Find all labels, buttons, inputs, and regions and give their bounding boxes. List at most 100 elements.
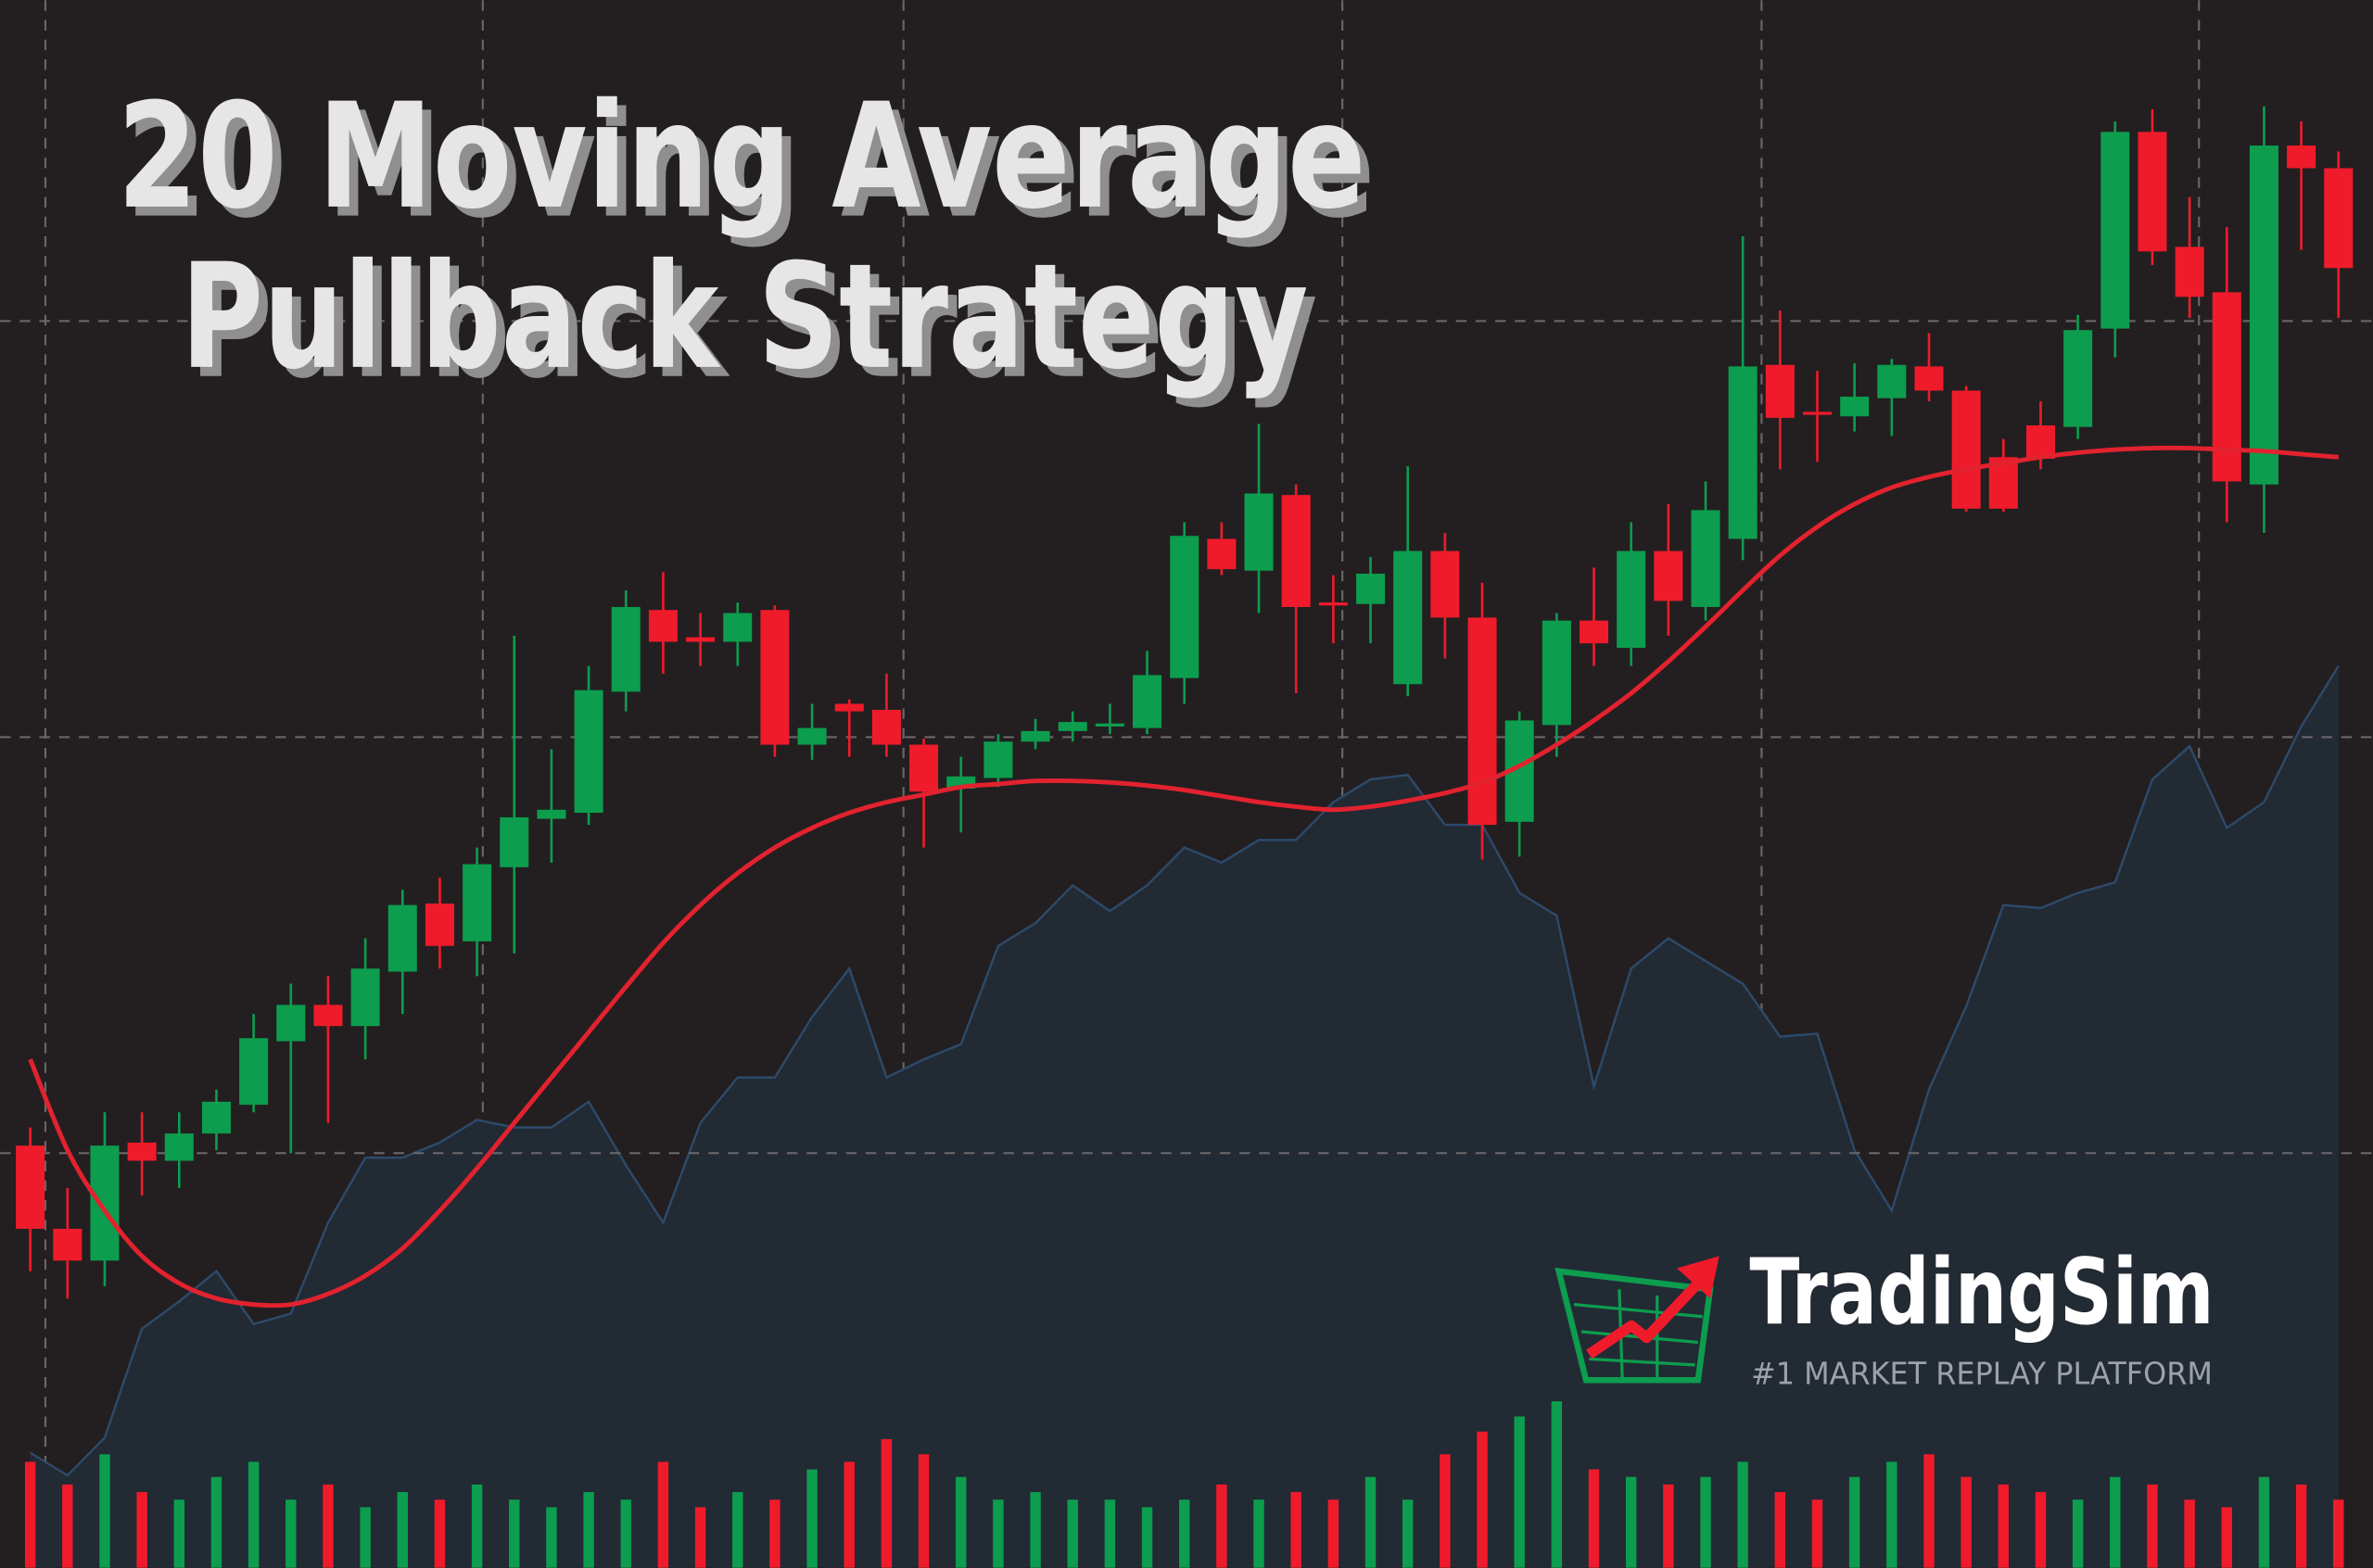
title-block: 20 Moving Average 20 Moving Average Pull… <box>118 72 1376 411</box>
volume-bar <box>1104 1499 1116 1568</box>
candle-body <box>1728 366 1758 539</box>
volume-bar <box>397 1492 408 1568</box>
candle-body <box>90 1145 120 1261</box>
candle-body <box>686 637 716 642</box>
volume-bar <box>1514 1416 1525 1568</box>
candle-body <box>1579 620 1609 644</box>
candle-body <box>164 1133 194 1161</box>
candle-body <box>1318 602 1348 606</box>
candle-body <box>1617 550 1646 649</box>
candle-body <box>1951 390 1981 509</box>
volume-bar <box>136 1492 147 1568</box>
candle-body <box>797 727 827 745</box>
volume-bar <box>1700 1476 1711 1568</box>
volume-bar <box>360 1507 371 1568</box>
candle-body <box>1244 493 1274 571</box>
volume-bar <box>471 1484 483 1568</box>
volume-bar <box>99 1454 110 1568</box>
volume-bar <box>1253 1499 1264 1568</box>
volume-bar <box>769 1499 780 1568</box>
volume-bar <box>1327 1499 1339 1568</box>
candle-body <box>1691 510 1720 607</box>
volume-bar <box>1886 1461 1897 1568</box>
candle-body <box>871 710 901 745</box>
volume-bar <box>1179 1499 1190 1568</box>
candle-body <box>983 741 1013 778</box>
volume-bar <box>844 1461 855 1568</box>
area-fill <box>30 665 2339 1568</box>
volume-bar <box>1440 1454 1451 1568</box>
candle-body <box>2063 330 2093 427</box>
candle-body <box>1840 397 1870 417</box>
volume-bar <box>1067 1499 1078 1568</box>
candle-body <box>537 809 566 819</box>
volume-bar <box>732 1492 743 1568</box>
candle-body <box>276 1005 306 1042</box>
volume-bar <box>1364 1476 1377 1568</box>
candle-body <box>1393 550 1423 685</box>
candle-body <box>239 1038 269 1106</box>
candle-body <box>463 864 492 942</box>
volume-bar <box>62 1484 73 1568</box>
volume-bar <box>434 1499 446 1568</box>
volume-bar <box>286 1499 297 1568</box>
volume-bar <box>1216 1484 1227 1568</box>
volume-bar <box>1811 1499 1823 1568</box>
candle-body <box>574 689 603 814</box>
volume-bar <box>1663 1484 1674 1568</box>
candle-body <box>1281 495 1311 607</box>
candle-body <box>1765 364 1795 418</box>
candle-body <box>53 1229 82 1261</box>
candle-body <box>1542 620 1571 726</box>
volume-bar <box>173 1499 185 1568</box>
volume-bar <box>993 1499 1004 1568</box>
candle-body <box>313 1005 343 1027</box>
volume-bar <box>1141 1507 1153 1568</box>
candle-body <box>500 816 529 867</box>
volume-bar <box>1477 1431 1488 1568</box>
volume-bar <box>1551 1401 1563 1568</box>
candle-body <box>16 1145 45 1229</box>
volume-bar <box>657 1461 669 1568</box>
candle-body <box>2287 145 2316 169</box>
volume-bar <box>1961 1476 1972 1568</box>
candle-body <box>201 1101 231 1134</box>
volume-bar <box>583 1492 594 1568</box>
chart-title: 20 Moving Average <box>118 72 1366 241</box>
candle-body <box>387 904 417 972</box>
candle-body <box>1802 411 1833 415</box>
candle-body <box>127 1142 157 1161</box>
volume-layer <box>24 1401 2344 1568</box>
candle-body <box>1356 574 1386 604</box>
candle-body <box>723 613 753 642</box>
volume-bar <box>620 1499 631 1568</box>
volume-bar <box>323 1484 334 1568</box>
volume-bar <box>2072 1499 2084 1568</box>
volume-bar <box>1998 1484 2010 1568</box>
candle-body <box>1914 366 1944 391</box>
volume-bar <box>806 1469 818 1568</box>
candle-body <box>1654 550 1683 601</box>
volume-bar <box>24 1461 36 1568</box>
volume-bar <box>2258 1476 2270 1568</box>
volume-bar <box>1774 1492 1786 1568</box>
candles-layer <box>16 106 2354 1299</box>
candle-body <box>2100 132 2130 329</box>
candle-body <box>648 610 678 642</box>
chart-title: Pullback Strategy <box>181 233 1308 401</box>
title-shadow: Pullback Strategy <box>190 242 1317 411</box>
candle-body <box>2249 145 2278 485</box>
candle-body <box>425 903 454 946</box>
volume-bar <box>1290 1492 1301 1568</box>
candle-body <box>1877 364 1907 398</box>
volume-bar <box>1625 1476 1637 1568</box>
candle-body <box>2212 292 2241 482</box>
candle-body <box>1133 675 1162 728</box>
volume-bar <box>1030 1492 1041 1568</box>
candle-body <box>2138 132 2167 252</box>
logo-arrow <box>1586 1279 1702 1359</box>
volume-bar <box>1848 1476 1860 1568</box>
ma-layer <box>28 445 2339 1309</box>
logo-basket <box>1555 1267 1714 1384</box>
